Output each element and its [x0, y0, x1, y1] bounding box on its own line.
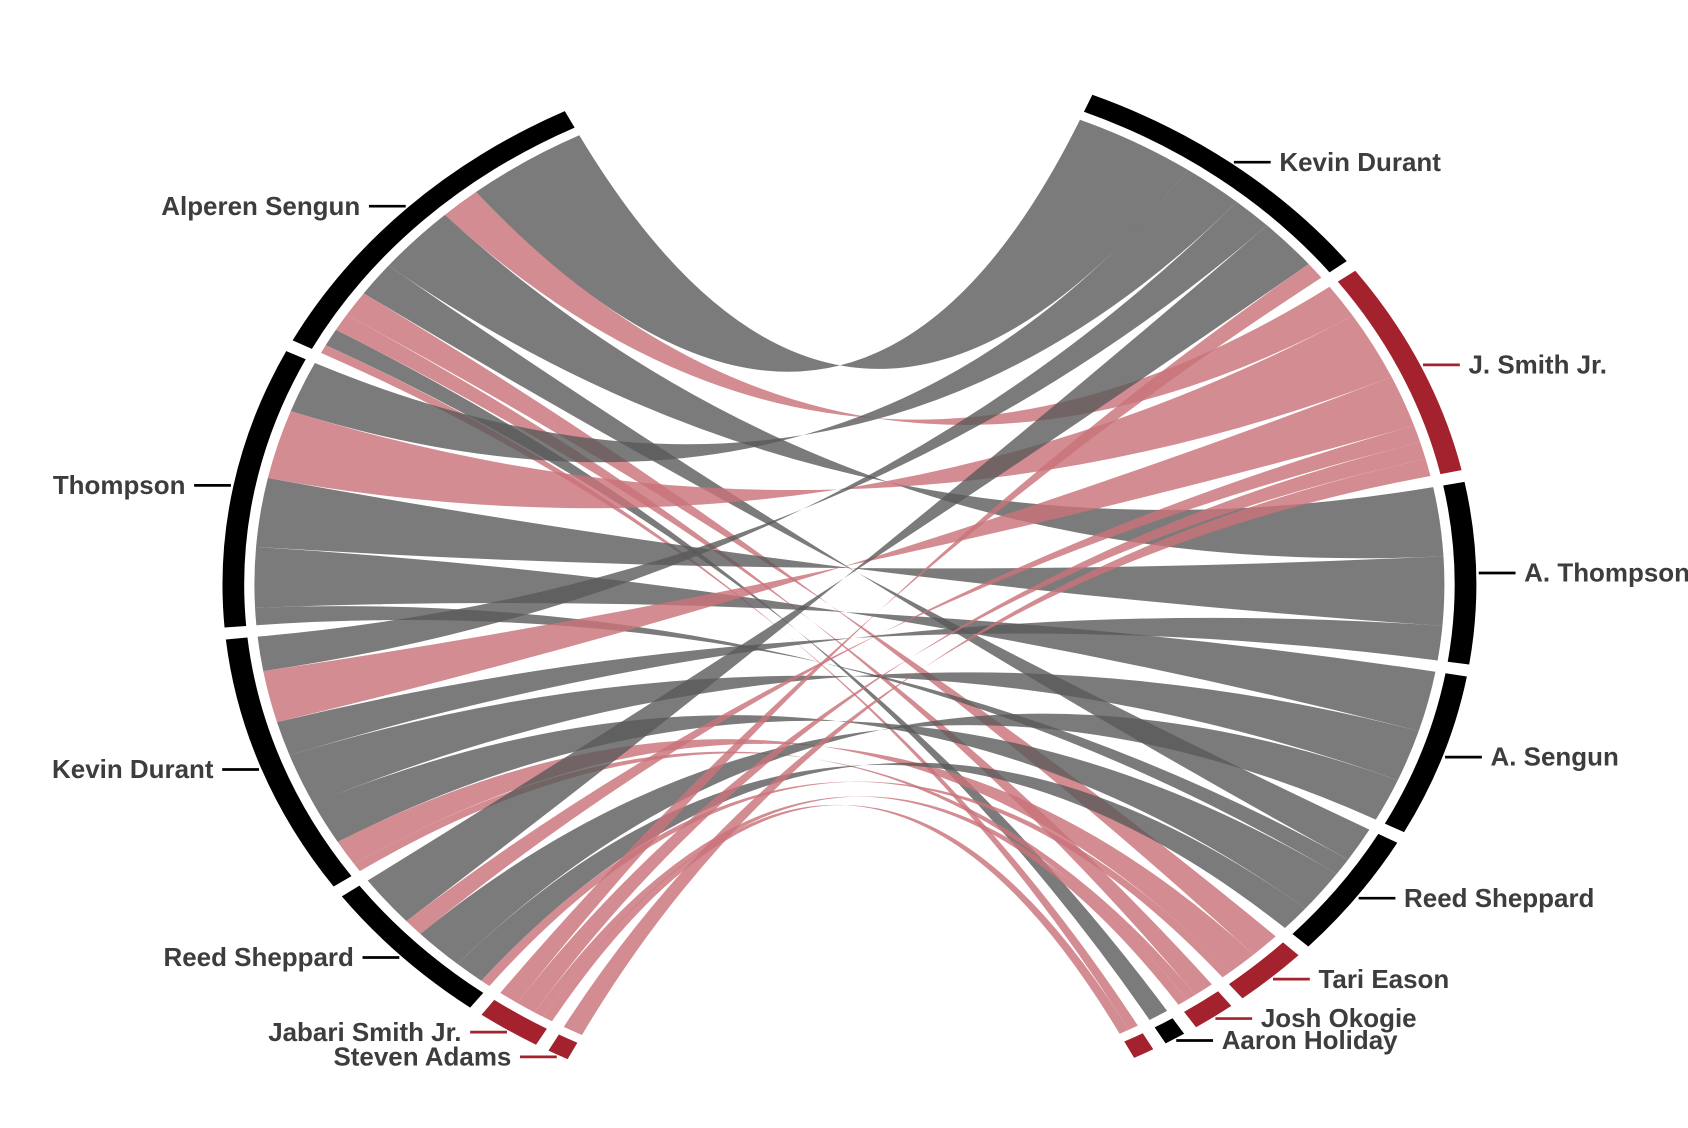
group-label-right-j-smith-jr-: J. Smith Jr. [1468, 350, 1606, 380]
group-label-left-kevin-durant: Kevin Durant [52, 754, 214, 784]
group-label-right-kevin-durant: Kevin Durant [1279, 147, 1441, 177]
chord-alperen-sengun-to-a-thompson [388, 214, 1444, 559]
group-label-right-a-thompson: A. Thompson [1524, 558, 1688, 588]
group-arc-right-tari-eason [1228, 942, 1299, 999]
chords-layer [254, 119, 1445, 1035]
group-arc-right-unnamed [1124, 1033, 1154, 1058]
chord-thompson-to-j-smith-jr- [267, 315, 1392, 509]
chord-kevin-durant-to-a-thompson [276, 617, 1443, 756]
chord-kevin-durant-to-j-smith-jr- [263, 376, 1415, 723]
group-arc-left-thompson [222, 351, 306, 628]
group-label-left-steven-adams: Steven Adams [333, 1042, 511, 1072]
group-label-right-a-sengun: A. Sengun [1490, 742, 1618, 772]
group-arc-right-j-smith-jr- [1337, 270, 1462, 475]
group-label-left-alperen-sengun: Alperen Sengun [161, 191, 360, 221]
group-label-right-reed-sheppard: Reed Sheppard [1404, 883, 1594, 913]
group-arc-left-reed-sheppard [341, 885, 484, 1008]
chord-jabari-smith-jr--to-unnamed [543, 804, 1129, 1034]
group-label-left-jabari-smith-jr-: Jabari Smith Jr. [268, 1017, 461, 1047]
chord-alperen-sengun-to-reed-sheppard [363, 265, 1370, 860]
chord-alperen-sengun-to-j-smith-jr- [444, 192, 1353, 425]
chord-alperen-sengun-to-tari-eason [346, 293, 1276, 955]
chord-thompson-to-kevin-durant [290, 169, 1237, 463]
chord-kevin-durant-to-reed-sheppard [313, 715, 1337, 909]
chord-kevin-durant-to-a-sengun [289, 672, 1419, 804]
group-label-right-josh-okogie: Josh Okogie [1261, 1003, 1417, 1033]
group-arc-left-kevin-durant [225, 637, 352, 887]
group-arc-left-jabari-smith-jr- [481, 999, 547, 1045]
group-label-right-aaron-holiday: Aaron Holiday [1222, 1025, 1398, 1055]
group-arc-right-a-thompson [1443, 481, 1477, 665]
group-arc-left-alperen-sengun [292, 111, 575, 349]
group-label-left-reed-sheppard: Reed Sheppard [164, 942, 354, 972]
chord-alperen-sengun-to-kevin-durant [475, 119, 1188, 372]
group-arc-right-a-sengun [1384, 673, 1467, 833]
group-label-left-thompson: Thompson [53, 470, 186, 500]
chord-reed-sheppard-to-kevin-durant [367, 225, 1309, 922]
group-labels-layer: Alperen Sengun Thompson Kevin Durant Reed S… [52, 147, 1688, 1072]
group-arc-right-josh-okogie [1184, 991, 1232, 1028]
chord-jabari-smith-jr--to-josh-okogie [534, 796, 1187, 1017]
group-arc-right-kevin-durant [1083, 94, 1347, 273]
chord-reed-sheppard-to-tari-eason [481, 781, 1231, 987]
group-arcs-layer [222, 94, 1477, 1060]
group-arc-right-reed-sheppard [1292, 833, 1398, 947]
group-arc-left-steven-adams [548, 1034, 578, 1060]
group-arc-right-aaron-holiday [1154, 1018, 1185, 1044]
group-label-right-tari-eason: Tari Eason [1318, 964, 1449, 994]
chord-thompson-to-a-thompson [256, 478, 1445, 626]
